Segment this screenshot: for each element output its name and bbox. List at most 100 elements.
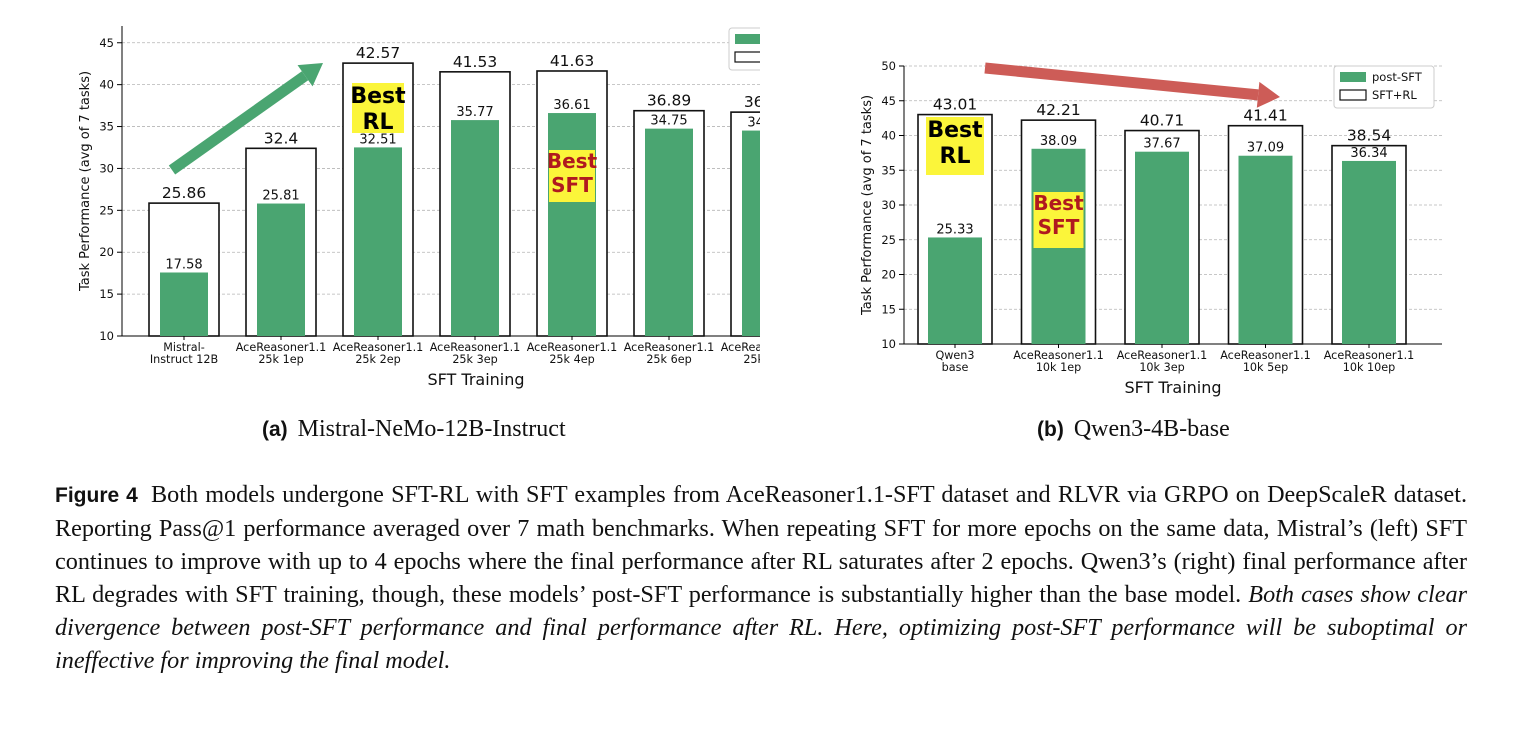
- best-annotation-text: Best: [927, 118, 983, 143]
- legend-swatch-sft-rl: [1339, 89, 1367, 101]
- figure-caption: Figure 4 Both models undergone SFT-RL wi…: [55, 478, 1467, 677]
- x-tick-label: 25k 4ep: [549, 353, 594, 366]
- value-label-post-sft: 37.67: [1143, 137, 1180, 152]
- best-annotation-text: RL: [363, 110, 394, 135]
- value-label-sft-rl: 25.86: [162, 184, 206, 202]
- legend-label-post-sft: post-SFT: [1372, 70, 1423, 84]
- trend-arrow-head: [1256, 81, 1280, 108]
- bar-post-sft: [742, 130, 760, 336]
- trend-arrow-head: [297, 63, 323, 87]
- x-tick-label: Mistral-: [163, 341, 205, 354]
- best-annotation-text: SFT: [551, 173, 593, 197]
- x-tick-label: AceReasoner1.1: [1220, 349, 1311, 362]
- subcaption-a-text: Mistral-NeMo-12B-Instruct: [297, 416, 566, 442]
- value-label-sft-rl: 36.72: [744, 93, 760, 111]
- x-axis-label: SFT Training: [1124, 378, 1221, 397]
- x-tick-label: 25k 6ep: [646, 353, 691, 366]
- trend-arrow-shaft: [168, 71, 309, 175]
- y-tick-label: 25: [881, 233, 896, 247]
- x-tick-label: base: [942, 361, 969, 374]
- value-label-sft-rl: 42.57: [356, 44, 400, 62]
- bar-post-sft: [354, 147, 402, 336]
- y-tick-label: 40: [99, 78, 114, 92]
- bar-post-sft: [645, 128, 693, 336]
- best-annotation-text: SFT: [1038, 215, 1080, 239]
- x-tick-label: 10k 10ep: [1343, 361, 1396, 374]
- y-tick-label: 15: [99, 287, 114, 301]
- value-label-sft-rl: 36.89: [647, 92, 691, 110]
- bar-post-sft: [1238, 155, 1293, 344]
- subcaption-b-text: Qwen3-4B-base: [1073, 416, 1230, 442]
- value-label-post-sft: 34.52: [747, 116, 760, 131]
- y-tick-label: 45: [881, 94, 896, 108]
- x-axis-label: SFT Training: [427, 370, 524, 389]
- y-tick-label: 50: [881, 59, 896, 73]
- legend-swatch-sft-rl: [734, 51, 760, 63]
- y-axis-label: Task Performance (avg of 7 tasks): [860, 95, 875, 316]
- x-tick-label: 25k 3ep: [452, 353, 497, 366]
- value-label-post-sft: 32.51: [359, 132, 396, 147]
- x-tick-label: 10k 1ep: [1036, 361, 1081, 374]
- x-tick-label: AceReasoner1.1: [721, 341, 760, 354]
- x-tick-label: AceReasoner1.1: [430, 341, 521, 354]
- y-axis-label: Task Performance (avg of 7 tasks): [78, 71, 93, 292]
- value-label-sft-rl: 41.63: [550, 52, 594, 70]
- subcaption-a-tag: (a): [262, 418, 288, 441]
- x-tick-label: 25k 8ep: [743, 353, 760, 366]
- subcaption-a: (a) Mistral-NeMo-12B-Instruct: [262, 416, 566, 443]
- trend-arrow-shaft: [984, 62, 1259, 101]
- chart-a: 10 15 20 25 30 35 40 45 25.86 17.58 Mistral-Instru…: [78, 26, 760, 389]
- x-tick-label: Instruct 12B: [150, 353, 218, 366]
- value-label-post-sft: 34.75: [650, 114, 687, 129]
- legend-swatch-post-sft: [1340, 72, 1366, 82]
- caption-italic-text: Both cases show clear divergence between…: [55, 581, 1467, 674]
- y-tick-label: 30: [99, 161, 114, 175]
- bar-post-sft: [548, 113, 596, 336]
- y-tick-label: 10: [99, 329, 114, 343]
- legend-swatch-post-sft: [735, 34, 760, 44]
- bar-post-sft: [1135, 151, 1189, 344]
- x-tick-label: AceReasoner1.1: [1324, 349, 1415, 362]
- y-tick-label: 15: [881, 302, 896, 316]
- y-tick-label: 20: [881, 268, 896, 282]
- x-tick-label: Qwen3: [935, 349, 974, 362]
- bar-post-sft: [160, 272, 208, 336]
- y-tick-label: 10: [881, 337, 896, 351]
- subcaption-b-tag: (b): [1037, 418, 1064, 441]
- value-label-sft-rl: 43.01: [933, 96, 977, 114]
- value-label-post-sft: 25.33: [936, 222, 973, 237]
- best-annotation-text: Best: [350, 84, 406, 109]
- value-label-sft-rl: 41.41: [1243, 107, 1287, 125]
- best-annotation-text: RL: [940, 144, 971, 169]
- value-label-post-sft: 38.09: [1040, 134, 1077, 149]
- x-tick-label: AceReasoner1.1: [1117, 349, 1208, 362]
- x-tick-label: AceReasoner1.1: [1013, 349, 1104, 362]
- y-tick-label: 25: [99, 203, 114, 217]
- value-label-sft-rl: 32.4: [264, 129, 299, 147]
- value-label-sft-rl: 41.53: [453, 53, 497, 71]
- best-highlight-box: [549, 150, 595, 202]
- y-tick-label: 35: [99, 120, 114, 134]
- value-label-post-sft: 17.58: [165, 257, 202, 272]
- value-label-post-sft: 36.34: [1350, 146, 1387, 161]
- best-annotation-text: Best: [1033, 191, 1084, 215]
- value-label-post-sft: 25.81: [262, 189, 299, 204]
- best-annotation-text: Best: [547, 149, 598, 173]
- bar-post-sft: [451, 120, 499, 336]
- x-tick-label: 25k 1ep: [258, 353, 303, 366]
- value-label-sft-rl: 38.54: [1347, 127, 1391, 145]
- caption-label: Figure 4: [55, 484, 138, 507]
- x-tick-label: AceReasoner1.1: [624, 341, 715, 354]
- y-tick-label: 45: [99, 36, 114, 50]
- caption-text: Both models undergone SFT-RL with SFT ex…: [55, 481, 1467, 608]
- value-label-post-sft: 35.77: [456, 105, 493, 120]
- value-label-sft-rl: 42.21: [1036, 101, 1080, 119]
- bar-post-sft: [1342, 160, 1396, 344]
- value-label-post-sft: 37.09: [1247, 141, 1284, 156]
- x-tick-label: 25k 2ep: [355, 353, 400, 366]
- subcaption-b: (b) Qwen3-4B-base: [1037, 416, 1230, 443]
- best-highlight-box: [352, 83, 404, 133]
- value-label-sft-rl: 40.71: [1140, 112, 1184, 130]
- bar-post-sft: [928, 237, 982, 344]
